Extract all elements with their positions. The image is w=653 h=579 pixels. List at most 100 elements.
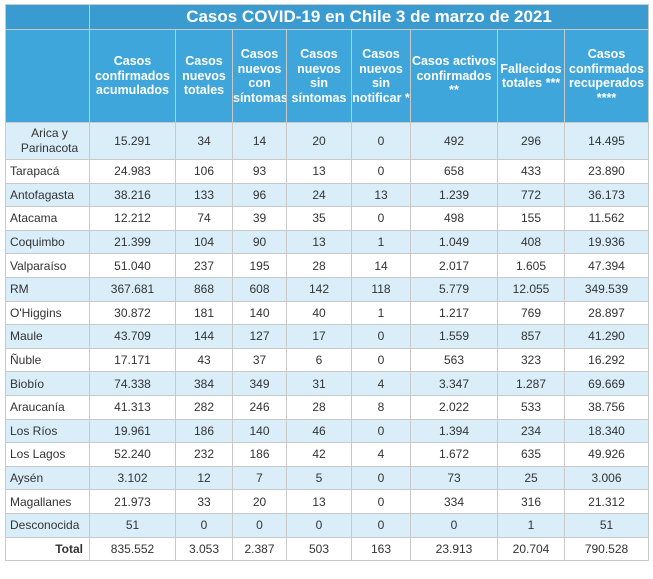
region-name-cell: Antofagasta xyxy=(5,182,90,208)
value-cell: 0 xyxy=(351,465,411,491)
value-cell: 140 xyxy=(232,300,287,326)
value-cell: 7 xyxy=(232,465,287,491)
value-cell: 5 xyxy=(286,465,352,491)
value-cell: 234 xyxy=(497,418,565,444)
value-cell: 0 xyxy=(351,489,411,514)
value-cell: 35 xyxy=(286,206,352,231)
value-cell: 38.756 xyxy=(563,394,650,420)
value-cell: 367.681 xyxy=(89,276,176,302)
value-cell: 5.779 xyxy=(410,276,498,302)
value-cell: 21.973 xyxy=(89,489,176,514)
total-cell: 23.913 xyxy=(410,536,498,561)
column-header: Casos confirmados acumulados xyxy=(89,29,176,123)
region-name-cell: Maule xyxy=(5,324,90,349)
value-cell: 186 xyxy=(175,418,233,444)
value-cell: 1 xyxy=(351,300,411,326)
value-cell: 11.562 xyxy=(563,206,650,231)
value-cell: 498 xyxy=(410,206,498,231)
region-name-cell: Desconocida xyxy=(5,512,90,538)
region-name-cell: Atacama xyxy=(5,206,90,231)
table-row: Coquimbo 21.399 104 90 13 1 1.049 408 19.936 xyxy=(5,229,650,255)
value-cell: 69.669 xyxy=(563,371,650,396)
region-name-cell: Los Ríos xyxy=(5,418,90,444)
value-cell: 0 xyxy=(232,512,287,538)
value-cell: 13 xyxy=(286,229,352,255)
value-cell: 31 xyxy=(286,371,352,396)
value-cell: 0 xyxy=(351,512,411,538)
value-cell: 3.006 xyxy=(563,465,650,491)
value-cell: 1.605 xyxy=(497,253,565,278)
value-cell: 1 xyxy=(497,512,565,538)
column-header: Fallecidos totales *** xyxy=(497,29,565,123)
total-cell: 20.704 xyxy=(497,536,565,561)
value-cell: 349.539 xyxy=(563,276,650,302)
value-cell: 563 xyxy=(410,347,498,373)
value-cell: 51 xyxy=(563,512,650,538)
value-cell: 323 xyxy=(497,347,565,373)
value-cell: 186 xyxy=(232,442,287,467)
table-row: RM 367.681 868 608 142 118 5.779 12.055 349.539 xyxy=(5,276,650,302)
value-cell: 43 xyxy=(175,347,233,373)
table-row: O'Higgins 30.872 181 140 40 1 1.217 769 28.897 xyxy=(5,300,650,326)
value-cell: 15.291 xyxy=(89,122,176,160)
value-cell: 73 xyxy=(410,465,498,491)
column-header: Casos nuevos sin síntomas xyxy=(286,29,352,123)
value-cell: 1 xyxy=(351,229,411,255)
region-name-cell: Arica y Parinacota xyxy=(5,122,90,160)
value-cell: 20 xyxy=(232,489,287,514)
value-cell: 19.961 xyxy=(89,418,176,444)
value-cell: 3.347 xyxy=(410,371,498,396)
value-cell: 658 xyxy=(410,159,498,184)
value-cell: 0 xyxy=(351,418,411,444)
value-cell: 1.287 xyxy=(497,371,565,396)
total-label: Total xyxy=(5,536,90,561)
value-cell: 17 xyxy=(286,324,352,349)
value-cell: 28 xyxy=(286,394,352,420)
value-cell: 16.292 xyxy=(563,347,650,373)
value-cell: 2.017 xyxy=(410,253,498,278)
value-cell: 0 xyxy=(351,159,411,184)
value-cell: 608 xyxy=(232,276,287,302)
value-cell: 28 xyxy=(286,253,352,278)
value-cell: 13 xyxy=(351,182,411,208)
value-cell: 140 xyxy=(232,418,287,444)
total-cell: 3.053 xyxy=(175,536,233,561)
value-cell: 74 xyxy=(175,206,233,231)
value-cell: 433 xyxy=(497,159,565,184)
region-name-cell: O'Higgins xyxy=(5,300,90,326)
value-cell: 142 xyxy=(286,276,352,302)
region-name-cell: Biobío xyxy=(5,371,90,396)
value-cell: 635 xyxy=(497,442,565,467)
value-cell: 18.340 xyxy=(563,418,650,444)
value-cell: 181 xyxy=(175,300,233,326)
value-cell: 246 xyxy=(232,394,287,420)
value-cell: 127 xyxy=(232,324,287,349)
value-cell: 23.890 xyxy=(563,159,650,184)
column-header: Casos nuevos totales xyxy=(175,29,233,123)
value-cell: 30.872 xyxy=(89,300,176,326)
title-corner-cell xyxy=(5,4,90,30)
table-row: Valparaíso 51.040 237 195 28 14 2.017 1.605 47.3… xyxy=(5,253,650,278)
table-row: Ñuble 17.171 43 37 6 0 563 323 16.292 xyxy=(5,347,650,373)
value-cell: 19.936 xyxy=(563,229,650,255)
table-row: Maule 43.709 144 127 17 0 1.559 857 41.290 xyxy=(5,324,650,349)
value-cell: 14 xyxy=(232,122,287,160)
value-cell: 0 xyxy=(351,324,411,349)
table-row: Los Lagos 52.240 232 186 42 4 1.672 635 49.926 xyxy=(5,442,650,467)
region-name-cell: Aysén xyxy=(5,465,90,491)
value-cell: 24 xyxy=(286,182,352,208)
value-cell: 533 xyxy=(497,394,565,420)
total-cell: 2.387 xyxy=(232,536,287,561)
table-body: Arica y Parinacota 15.291 34 14 20 0 492 296 14.… xyxy=(5,122,650,538)
value-cell: 41.290 xyxy=(563,324,650,349)
value-cell: 34 xyxy=(175,122,233,160)
value-cell: 47.394 xyxy=(563,253,650,278)
value-cell: 36.173 xyxy=(563,182,650,208)
value-cell: 0 xyxy=(286,512,352,538)
region-name-cell: Coquimbo xyxy=(5,229,90,255)
value-cell: 769 xyxy=(497,300,565,326)
table-title: Casos COVID-19 en Chile 3 de marzo de 20… xyxy=(88,4,650,30)
total-cell: 163 xyxy=(351,536,411,561)
value-cell: 25 xyxy=(497,465,565,491)
total-cell: 835.552 xyxy=(89,536,176,561)
